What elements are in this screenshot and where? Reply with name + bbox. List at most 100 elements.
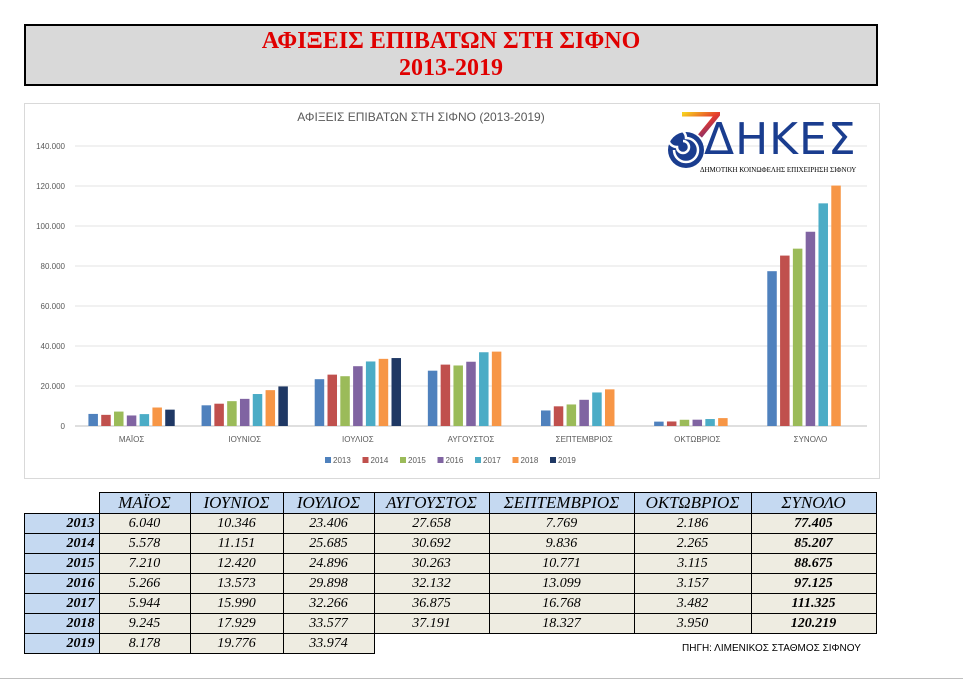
table-header: ΟΚΤΩΒΡΙΟΣ (633, 492, 752, 514)
bar (818, 203, 828, 426)
bar (767, 271, 777, 426)
year-cell: 2016 (24, 573, 100, 594)
y-tick-label: 100.000 (36, 222, 65, 231)
table-cell: 3.115 (633, 553, 752, 574)
table-header-row: ΜΑΪΟΣ ΙΟΥΝΙΟΣ ΙΟΥΛΙΟΣ ΑΥΓΟΥΣΤΟΣ ΣΕΠΤΕΜΒΡ… (25, 492, 877, 514)
table-cell: 17.929 (189, 613, 284, 634)
bar (491, 351, 502, 426)
table-cell: 6.040 (98, 513, 191, 534)
year-cell: 2013 (24, 513, 100, 534)
bar-chart: ΑΦΙΞΕΙΣ ΕΠΙΒΑΤΩΝ ΣΤΗ ΣΙΦΝΟ (2013-2019) 0 2… (36, 110, 867, 465)
chart-area: ΑΦΙΞΕΙΣ ΕΠΙΒΑΤΩΝ ΣΤΗ ΣΙΦΝΟ (2013-2019) 0 2… (24, 103, 880, 479)
y-tick-label: 140.000 (36, 142, 65, 151)
bar (440, 364, 451, 426)
table-header: ΣΕΠΤΕΜΒΡΙΟΣ (488, 492, 635, 514)
table-row: 2016 5.266 13.573 29.898 32.132 13.099 3… (24, 573, 877, 594)
table-cell: 29.898 (282, 573, 375, 594)
table-cell: 37.191 (373, 613, 490, 634)
bar (265, 390, 276, 426)
y-tick-label: 0 (61, 422, 66, 431)
table-cell: 33.577 (282, 613, 375, 634)
bar (718, 418, 728, 426)
bar (679, 419, 690, 426)
source-note: ΠΗΓΗ: ΛΙΜΕΝΙΚΟΣ ΣΤΑΘΜΟΣ ΣΙΦΝΟΥ (682, 643, 861, 654)
divider (0, 678, 963, 679)
table-cell: 3.950 (633, 613, 752, 634)
table-header: ΙΟΥΛΙΟΣ (282, 492, 375, 514)
legend-label: 2013 (333, 456, 351, 465)
table-cell: 10.771 (488, 553, 635, 574)
bar (692, 419, 703, 426)
year-cell: 2018 (24, 613, 100, 634)
legend-swatch (550, 457, 556, 463)
legend-label: 2017 (483, 456, 501, 465)
bar (139, 414, 150, 426)
table-cell: 10.346 (189, 513, 284, 534)
table-row: 2017 5.944 15.990 32.266 36.875 16.768 3… (24, 593, 877, 614)
bar (353, 366, 363, 426)
bar (314, 379, 325, 426)
table-row: 2013 6.040 10.346 23.406 27.658 7.769 2.… (24, 513, 877, 534)
x-tick-label: ΙΟΥΝΙΟΣ (228, 435, 261, 444)
x-tick-label: ΜΑΪΟΣ (119, 435, 144, 444)
bar (101, 414, 111, 426)
table-cell: 5.266 (98, 573, 191, 594)
legend-swatch (325, 457, 331, 463)
table-cell: 30.263 (373, 553, 490, 574)
bar (666, 421, 677, 426)
year-cell: 2014 (24, 533, 100, 554)
bar (391, 358, 402, 426)
table-cell: 25.685 (282, 533, 375, 554)
table-cell: 2.265 (633, 533, 752, 554)
legend-swatch (437, 457, 444, 463)
x-tick-label: ΑΥΓΟΥΣΤΟΣ (448, 435, 495, 444)
total-cell: 120.219 (750, 613, 877, 634)
year-cell: 2019 (24, 633, 100, 654)
table-cell: 30.692 (373, 533, 490, 554)
legend-swatch (362, 457, 369, 463)
dikes-logo: ΔΗΚΕΣ ΔΗΜΟΤΙΚΗ ΚΟΙΝΩΦΕΛΗΣ ΕΠΙΧΕΙΡΗΣΗ ΣΙΦ… (660, 112, 860, 178)
table-cell: 32.132 (373, 573, 490, 594)
table-cell: 13.573 (189, 573, 284, 594)
y-tick-label: 40.000 (41, 342, 66, 351)
x-tick-label: ΣΕΠΤΕΜΒΡΙΟΣ (556, 435, 613, 444)
table-cell: 15.990 (189, 593, 284, 614)
table-cell: 2.186 (633, 513, 752, 534)
legend-label: 2016 (446, 456, 464, 465)
y-tick-label: 120.000 (36, 182, 65, 191)
bar (592, 392, 602, 426)
table-cell: 13.099 (488, 573, 635, 594)
x-tick-label: ΣΥΝΟΛΟ (794, 435, 828, 444)
table-cell: 3.482 (633, 593, 752, 614)
bar (239, 398, 250, 426)
table-cell: 23.406 (282, 513, 375, 534)
bar (466, 361, 476, 426)
x-tick-label: ΙΟΥΛΙΟΣ (342, 435, 374, 444)
table-cell: 7.210 (98, 553, 191, 574)
legend-swatch (512, 457, 519, 463)
table-cell: 8.178 (98, 633, 191, 654)
table-cell: 9.836 (488, 533, 635, 554)
table-cell: 24.896 (282, 553, 375, 574)
table-cell: 3.157 (633, 573, 752, 594)
y-tick-label: 80.000 (41, 262, 66, 271)
year-cell: 2015 (24, 553, 100, 574)
bar (604, 389, 615, 426)
total-cell: 85.207 (750, 533, 877, 554)
table-row: 2019 8.178 19.776 33.974 (24, 633, 877, 654)
bar (566, 404, 577, 426)
legend-label: 2018 (521, 456, 539, 465)
total-cell: 97.125 (750, 573, 877, 594)
spiral-logo-icon (666, 112, 720, 168)
y-tick-label: 60.000 (41, 302, 66, 311)
bar (88, 413, 98, 426)
bar (553, 406, 564, 426)
bar (654, 421, 664, 426)
bar (705, 419, 715, 426)
bar (327, 374, 338, 426)
logo-subtitle: ΔΗΜΟΤΙΚΗ ΚΟΙΝΩΦΕΛΗΣ ΕΠΙΧΕΙΡΗΣΗ ΣΙΦΝΟΥ (700, 166, 857, 174)
table-header: ΑΥΓΟΥΣΤΟΣ (373, 492, 490, 514)
total-cell: 77.405 (750, 513, 877, 534)
legend-swatch (400, 457, 406, 463)
data-table: ΜΑΪΟΣ ΙΟΥΝΙΟΣ ΙΟΥΛΙΟΣ ΑΥΓΟΥΣΤΟΣ ΣΕΠΤΕΜΒΡ… (24, 492, 877, 654)
